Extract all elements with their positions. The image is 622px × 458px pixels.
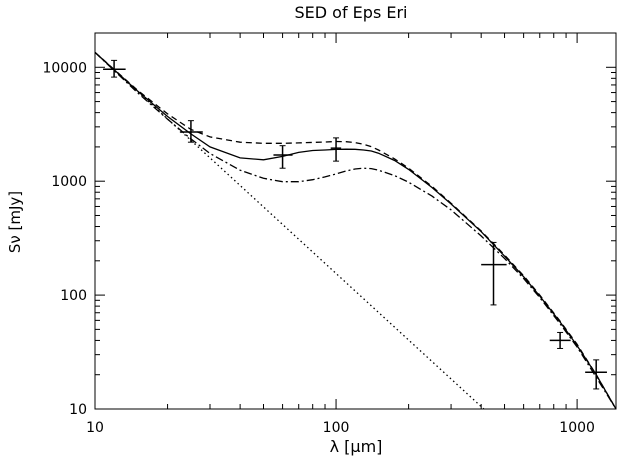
chart-title: SED of Eps Eri (295, 3, 408, 22)
y-tick-label: 10 (69, 402, 87, 418)
plot-frame (94, 32, 617, 410)
model-curve-solid (95, 51, 616, 409)
x-axis-ticks (94, 33, 578, 409)
y-axis-ticks (95, 32, 616, 410)
y-axis-label: Sν [mJy] (6, 191, 24, 253)
x-axis-label: λ [μm] (330, 437, 383, 456)
model-curve-dash-dot (95, 51, 616, 409)
model-curve-dashed (95, 51, 616, 409)
y-tick-labels: 10 100 1000 10000 (42, 60, 87, 418)
y-tick-label: 1000 (51, 174, 87, 190)
y-tick-label: 10000 (42, 60, 87, 76)
model-curve-dotted (95, 51, 485, 409)
y-tick-label: 100 (60, 288, 87, 304)
observed-data-points (103, 59, 607, 390)
x-tick-label: 1000 (559, 420, 595, 436)
model-curves (95, 51, 616, 409)
x-tick-label: 10 (86, 420, 104, 436)
x-tick-labels: 10 100 1000 (86, 420, 595, 436)
x-tick-label: 100 (323, 420, 350, 436)
